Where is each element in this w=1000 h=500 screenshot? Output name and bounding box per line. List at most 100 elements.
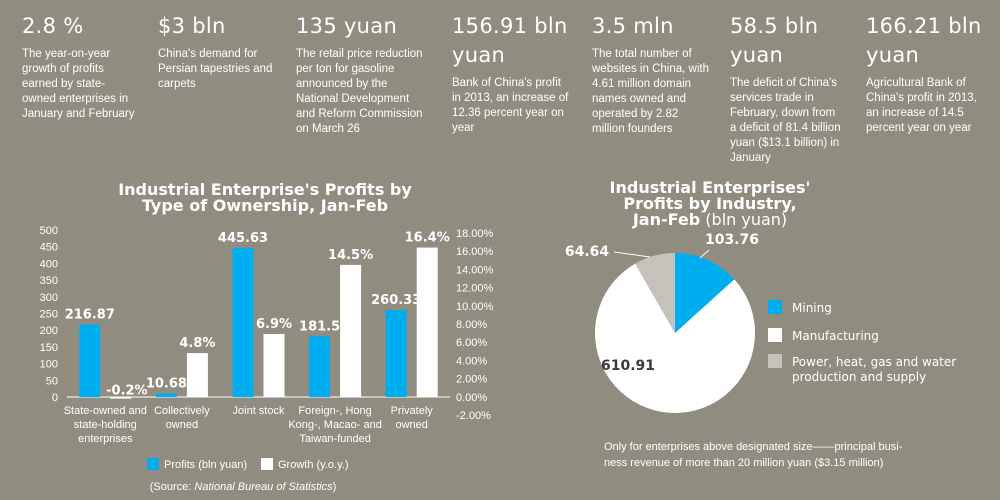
- category-label: enterprises: [78, 433, 133, 445]
- leader-line: [699, 249, 710, 259]
- legend-swatch-growth: [261, 458, 273, 470]
- stat-description-line: names owned and: [592, 93, 686, 105]
- bar-chart-title-line: Industrial Enterprise's Profits by: [118, 180, 412, 199]
- stat-description-line: The year-on-year: [22, 48, 111, 60]
- stat-description-line: carpets: [158, 78, 196, 90]
- category-label: Collectively: [154, 405, 210, 417]
- stat-value: 166.21 bln yuan: [866, 12, 996, 70]
- category-label: Kong-, Macao- and: [288, 419, 382, 431]
- stat-description-line: The retail price reduction: [296, 48, 423, 60]
- stat-value-line: 156.91 bln: [452, 14, 568, 38]
- stat-description-line: China's profit in 2013,: [866, 92, 977, 104]
- stat-value: 3.5 mln: [592, 14, 674, 38]
- stat-description-line: yuan ($13.1 billion) in: [730, 137, 840, 149]
- category-label: owned: [395, 419, 427, 431]
- profit-bar: [309, 336, 331, 397]
- source-note: (Source: National Bureau of Statistics): [150, 481, 337, 493]
- stat-value: 58.5 bln yuan: [730, 12, 862, 70]
- y-right-tick-label: 18.00%: [456, 228, 494, 240]
- pie-legend-swatch: [768, 328, 782, 342]
- y-right-tick-label: 10.00%: [456, 301, 494, 313]
- stat-description: The deficit of China's services trade in…: [730, 76, 862, 166]
- profit-bar: [79, 324, 101, 397]
- pie-slice: [675, 253, 735, 333]
- stat-description-line: and Reform Commission: [296, 108, 423, 120]
- stat-item: 135 yuan The retail price reduction per …: [296, 12, 446, 137]
- category-label: Joint stock: [233, 405, 285, 417]
- stat-item: 166.21 bln yuan Agricultural Bank of Chi…: [866, 12, 996, 136]
- growth-bar: [263, 334, 285, 397]
- legend-label-growth: Growth (y.o.y.): [278, 459, 349, 471]
- y-right-tick-label: 0.00%: [456, 392, 487, 404]
- y-left-tick-label: 250: [40, 309, 58, 321]
- pie-legend-label: Power, heat, gas and water: [792, 355, 956, 369]
- stat-description-line: earned by state-: [22, 78, 106, 90]
- stat-description-line: operated by 2.82: [592, 108, 679, 120]
- growth-value-label: 14.5%: [328, 248, 373, 263]
- legend-label-profits: Profits (bln yuan): [164, 459, 247, 471]
- stat-description-line: January and February: [22, 108, 135, 120]
- y-left-tick-label: 350: [40, 275, 58, 287]
- profit-value-label: 216.87: [65, 308, 115, 323]
- stat-description: China's demand for Persian tapestries an…: [158, 47, 286, 92]
- profit-bar: [385, 310, 407, 397]
- stat-description-line: 4.61 million domain: [592, 78, 692, 90]
- growth-value-label: -0.2%: [106, 384, 147, 399]
- pie-slice: [635, 253, 675, 333]
- stat-description-line: per ton for gasoline: [296, 63, 395, 75]
- pie-footnote: ness revenue of more than 20 million yua…: [604, 457, 883, 469]
- pie-legend-swatch: [768, 300, 782, 314]
- stat-description-line: percent year on year: [866, 122, 972, 134]
- stat-description-line: China's demand for: [158, 48, 258, 60]
- y-left-tick-label: 400: [40, 258, 58, 270]
- stat-item: 3.5 mln The total number of websites in …: [592, 12, 724, 137]
- growth-value-label: 4.8%: [179, 336, 215, 351]
- growth-bar: [186, 353, 208, 397]
- pie-value-label: 103.76: [705, 232, 759, 248]
- y-right-tick-label: 12.00%: [456, 283, 494, 295]
- y-right-tick-label: 4.00%: [456, 355, 487, 367]
- stat-description-line: in 2013, an increase of: [452, 92, 569, 104]
- profit-value-label: 10.68: [146, 376, 187, 391]
- growth-bar: [110, 396, 132, 399]
- y-right-tick-label: 16.00%: [456, 246, 494, 258]
- pie-chart-title-unit: (bln yuan): [700, 210, 788, 229]
- pie-legend-label: Manufacturing: [792, 329, 879, 343]
- stat-value-line: yuan: [866, 43, 920, 67]
- y-left-tick-label: 200: [40, 325, 58, 337]
- stat-description-line: services trade in: [730, 92, 814, 104]
- category-label: State-owned and: [64, 405, 147, 417]
- stat-description: Agricultural Bank of China's profit in 2…: [866, 76, 996, 136]
- y-right-tick-label: -2.00%: [456, 410, 491, 422]
- growth-value-label: 6.9%: [256, 317, 292, 332]
- stat-value-line: yuan: [452, 43, 506, 67]
- profit-bar: [232, 248, 254, 397]
- growth-bar: [416, 247, 438, 397]
- pie-legend-label: production and supply: [792, 370, 926, 384]
- stat-description-line: an increase of 14.5: [866, 107, 964, 119]
- stat-description-line: Bank of China's profit: [452, 77, 561, 89]
- category-label: owned: [166, 419, 198, 431]
- pie-legend-label: Mining: [792, 301, 832, 315]
- pie-chart-title-bold: Jan-Feb: [632, 210, 701, 229]
- stat-value-line: 166.21 bln: [866, 14, 982, 38]
- stat-item: 156.91 bln yuan Bank of China's profit i…: [452, 12, 592, 136]
- stat-value-line: yuan: [730, 43, 784, 67]
- y-right-tick-label: 6.00%: [456, 337, 487, 349]
- pie-chart-title-line: Profits by Industry,: [623, 194, 797, 213]
- stat-description-line: National Development: [296, 93, 410, 105]
- stat-description-line: Agricultural Bank of: [866, 77, 966, 89]
- legend-swatch-profits: [147, 458, 159, 470]
- category-label: Foreign-, Hong: [298, 405, 371, 417]
- y-left-tick-label: 50: [46, 375, 58, 387]
- stat-description-line: year: [452, 122, 475, 134]
- stat-description-line: on March 26: [296, 123, 360, 135]
- stat-value: 156.91 bln yuan: [452, 12, 592, 70]
- stat-description-line: January: [730, 152, 771, 164]
- pie-slice: [595, 263, 756, 413]
- profit-value-label: 260.33: [371, 293, 421, 308]
- growth-value-label: 16.4%: [405, 231, 450, 246]
- growth-bar: [340, 264, 362, 397]
- stat-item: 58.5 bln yuan The deficit of China's ser…: [730, 12, 862, 166]
- stat-description-line: The deficit of China's: [730, 77, 838, 89]
